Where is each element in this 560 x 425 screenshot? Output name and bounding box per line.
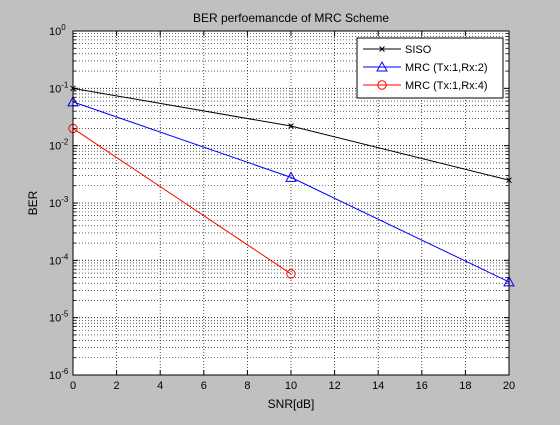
legend-marker-1 [376, 60, 388, 72]
x-tick-label: 20 [503, 380, 515, 392]
legend-label-1: MRC (Tx:1,Rx:2) [405, 62, 488, 74]
y-tick-label: 100 [49, 23, 66, 38]
data-point-marker [285, 171, 297, 182]
x-tick-label: 12 [328, 380, 340, 392]
x-tick-label: 10 [285, 380, 297, 392]
data-point-marker [286, 269, 296, 279]
x-tick-label: 14 [372, 380, 384, 392]
x-tick-label: 0 [70, 380, 76, 392]
series-line-1 [72, 101, 510, 283]
marker-stroke [288, 123, 294, 129]
data-point-marker [288, 123, 294, 129]
x-tick-label: 18 [459, 380, 471, 392]
y-tick-label: 10-5 [49, 310, 69, 325]
legend-label-0: SISO [405, 44, 432, 56]
y-tick-label: 10-6 [49, 367, 69, 382]
legend-marker-0 [379, 46, 385, 52]
legend: SISO MRC (Tx:1,Rx:2) MRC (Tx:1,Rx:4) [356, 37, 504, 99]
y-tick-label: 10-4 [49, 252, 69, 267]
y-tick-label: 10-3 [49, 195, 69, 210]
y-tick-label: 10-1 [49, 80, 69, 95]
x-axis-label: SNR[dB] [268, 397, 315, 411]
axis-ticks: 0 2 4 6 8 10 12 14 16 18 20 10-6 10-5 10-4 10-3 10-2 10-… [49, 23, 515, 392]
y-tick-label: 10-2 [49, 138, 69, 153]
x-tick-label: 8 [244, 380, 250, 392]
y-axis-label: BER [26, 190, 40, 215]
series-line-2 [72, 127, 292, 275]
chart-title: BER perfoemancde of MRC Scheme [193, 11, 389, 25]
marker-stroke [379, 46, 385, 52]
x-tick-label: 6 [201, 380, 207, 392]
x-tick-label: 16 [416, 380, 428, 392]
x-tick-label: 2 [114, 380, 120, 392]
legend-marker-2 [377, 80, 387, 90]
x-tick-label: 4 [157, 380, 163, 392]
legend-label-2: MRC (Tx:1,Rx:4) [405, 80, 488, 92]
